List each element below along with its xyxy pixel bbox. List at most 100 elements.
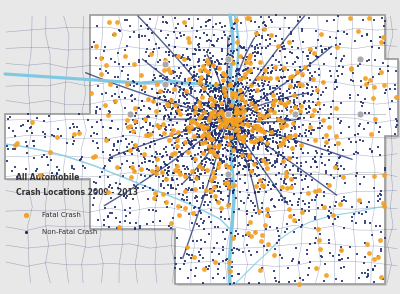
Point (313, 54, 320, 59)
Point (176, 31, 183, 36)
Point (194, 29, 200, 33)
Point (313, 194, 320, 199)
Point (204, 72, 211, 76)
Point (107, 152, 113, 157)
Point (199, 196, 206, 201)
Point (197, 172, 203, 176)
Point (210, 276, 216, 280)
Point (251, 54, 258, 58)
Point (288, 129, 294, 133)
Point (242, 233, 249, 238)
Point (187, 140, 194, 144)
Point (277, 136, 283, 141)
Point (124, 158, 130, 163)
Point (244, 109, 250, 114)
Point (306, 64, 313, 69)
Point (150, 123, 156, 128)
Point (280, 181, 287, 186)
Point (313, 266, 320, 270)
Point (233, 115, 239, 120)
Point (233, 94, 239, 99)
Point (143, 50, 149, 55)
Point (280, 122, 287, 127)
Point (287, 74, 293, 79)
Point (184, 113, 190, 118)
Point (167, 100, 174, 105)
Point (310, 89, 316, 94)
Point (238, 109, 244, 114)
Point (236, 82, 242, 87)
Point (312, 69, 318, 74)
Point (224, 114, 231, 119)
Point (232, 114, 239, 119)
Point (151, 138, 157, 143)
Point (322, 143, 328, 148)
Point (184, 125, 191, 129)
Point (108, 185, 115, 190)
Point (204, 127, 210, 131)
Point (218, 119, 225, 124)
Point (214, 184, 220, 188)
Point (100, 217, 107, 222)
Point (298, 224, 304, 229)
Point (0, 291, 3, 294)
Point (231, 108, 238, 113)
Point (214, 154, 220, 159)
Point (226, 185, 232, 190)
Point (354, 63, 361, 68)
Point (157, 132, 163, 137)
Point (153, 151, 160, 156)
Point (103, 91, 109, 95)
Point (247, 68, 253, 72)
Point (207, 125, 214, 129)
Point (336, 41, 343, 46)
Point (226, 184, 232, 189)
Point (71, 125, 77, 130)
Point (242, 98, 249, 103)
Point (216, 155, 222, 160)
Point (268, 18, 274, 23)
Point (320, 118, 326, 123)
Point (164, 80, 171, 85)
Point (166, 114, 172, 119)
Point (209, 115, 216, 119)
Point (245, 132, 251, 137)
Point (196, 42, 202, 46)
Point (174, 74, 180, 78)
Point (132, 168, 138, 173)
Point (355, 93, 361, 98)
Point (227, 75, 233, 80)
Point (172, 45, 178, 49)
Point (274, 160, 280, 165)
Point (237, 103, 244, 108)
Point (267, 225, 274, 230)
Point (201, 123, 208, 127)
Point (332, 35, 339, 40)
Point (210, 98, 216, 103)
Point (300, 74, 307, 78)
Point (123, 124, 130, 129)
Point (158, 164, 164, 169)
Point (264, 206, 270, 211)
Point (164, 74, 171, 79)
Point (203, 137, 209, 142)
Point (128, 98, 135, 103)
Point (191, 153, 198, 158)
Point (231, 49, 237, 54)
Point (278, 188, 285, 193)
Point (251, 161, 257, 166)
Point (254, 110, 260, 115)
Point (162, 126, 168, 131)
Point (216, 106, 223, 110)
Point (186, 146, 192, 151)
Point (312, 226, 318, 231)
Point (266, 180, 272, 184)
Point (128, 94, 134, 98)
Point (316, 66, 322, 71)
Point (204, 50, 210, 54)
Point (99, 169, 106, 174)
Point (191, 160, 198, 164)
Point (202, 199, 208, 204)
Point (300, 49, 306, 54)
Point (239, 129, 246, 134)
